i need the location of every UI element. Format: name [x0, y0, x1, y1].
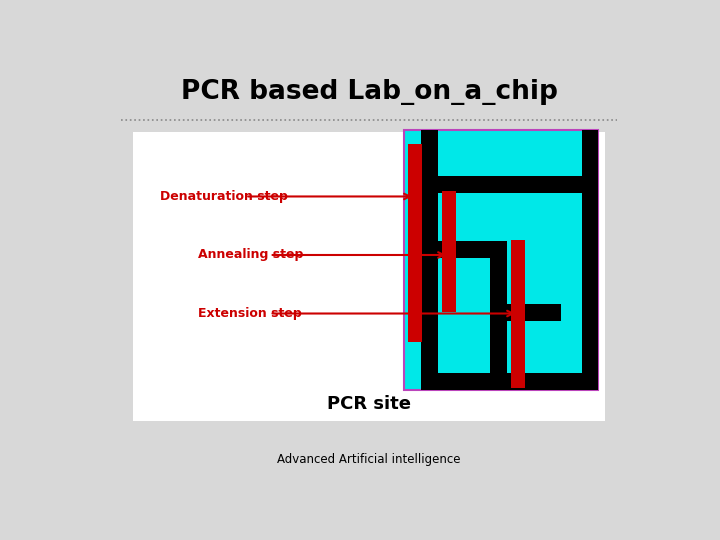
Bar	[421, 130, 438, 390]
Bar	[438, 241, 490, 258]
Bar	[510, 240, 525, 388]
Text: Extension step: Extension step	[199, 307, 302, 320]
Text: Annealing step: Annealing step	[199, 248, 304, 261]
Bar	[490, 241, 507, 390]
Text: Denaturation step: Denaturation step	[160, 190, 287, 203]
Text: PCR site: PCR site	[327, 395, 411, 413]
Bar	[132, 132, 606, 421]
Bar	[404, 130, 598, 390]
Bar	[408, 144, 422, 342]
Bar	[421, 176, 582, 193]
Bar	[507, 304, 561, 321]
Text: Advanced Artificial intelligence: Advanced Artificial intelligence	[277, 453, 461, 465]
Bar	[442, 191, 456, 312]
Bar	[582, 130, 598, 390]
Text: PCR based Lab_on_a_chip: PCR based Lab_on_a_chip	[181, 79, 557, 105]
Bar	[421, 373, 582, 390]
